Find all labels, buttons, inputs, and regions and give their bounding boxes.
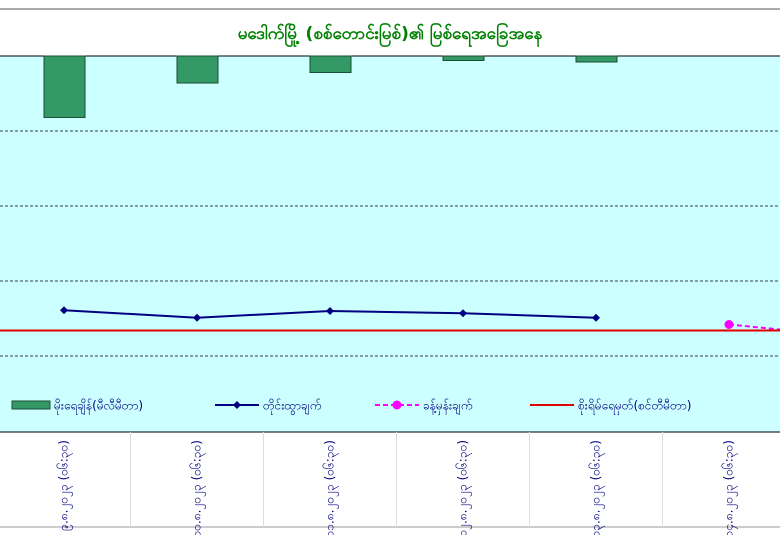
legend-swatch — [392, 400, 402, 410]
x-tick-label: ၁၁.၈.၂၀၂၃ (၀၆:၃၀) — [322, 440, 340, 535]
legend-swatch — [11, 400, 51, 410]
x-tick-label: ၁၄.၈.၂၀၂၃ (၀၆:၃၀) — [721, 440, 739, 535]
water-level-marker — [592, 313, 600, 322]
x-tick-label: ၁၀.၈.၂၀၂၃ (၀၆:၃၀) — [189, 440, 207, 535]
x-tick-label: ၁၂.၈.၂၀၂၃ (၀၆:၃၀) — [455, 440, 473, 535]
plot-area — [0, 56, 780, 432]
legend-swatch — [233, 401, 241, 409]
chart-title: မဒေါက်မြို့ (စစ်တောင်းမြစ်)၏ မြစ်ရေအခြေအ… — [238, 21, 543, 48]
water-level-marker — [193, 313, 201, 322]
rain-bar — [43, 55, 86, 118]
water-level-marker — [326, 307, 334, 315]
forecast-line — [728, 323, 780, 331]
plot: ၉.၈.၂၀၂၃ (၀၆:၃၀) ၁၀.၈.၂၀၂၃ (၀၆:၃၀) ၁၁.၈.၂၀… — [0, 55, 780, 535]
water-level-marker — [459, 309, 467, 318]
rain-bar — [176, 55, 219, 84]
rain-bar — [575, 55, 618, 63]
legend-label: မိုးရေချိန်(မီလီမီတာ) — [54, 398, 143, 416]
x-tick-label: ၉.၈.၂၀၂၃ (၀၆:၃၀) — [56, 440, 74, 531]
rain-bar — [442, 55, 485, 61]
x-tick-label: ၁၃.၈.၂၀၂၃ (၀၆:၃၀) — [588, 440, 606, 535]
rain-bar — [309, 55, 352, 73]
legend-label: တိုင်းထွာချက် — [263, 398, 321, 416]
water-level-marker — [60, 306, 68, 315]
legend-label: ခန့်မှန်းချက် — [423, 398, 472, 416]
forecast-marker — [724, 320, 734, 329]
legend-label: စိုးရိမ်ရေမှတ်(စင်တီမီတာ) — [578, 398, 691, 416]
